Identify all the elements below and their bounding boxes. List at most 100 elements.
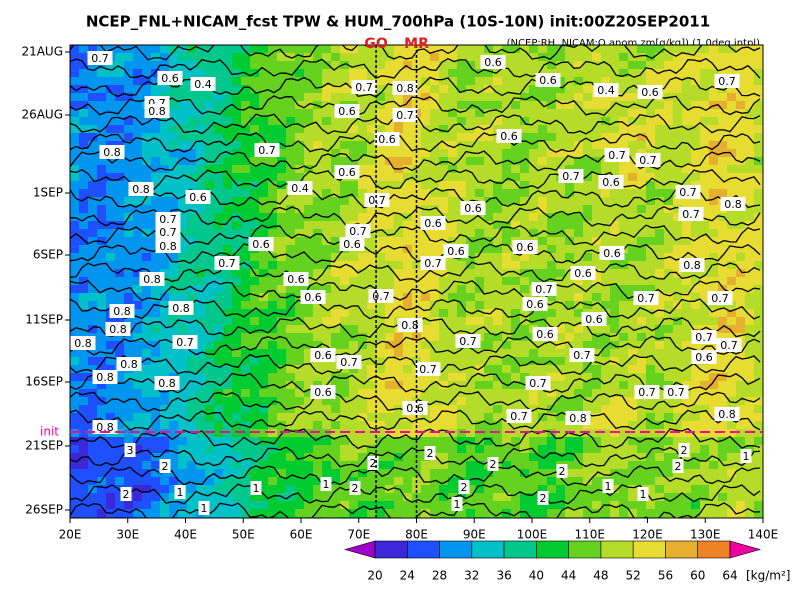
field-cell xyxy=(259,109,268,117)
field-cell xyxy=(187,357,196,365)
field-cell xyxy=(601,261,610,269)
field-cell xyxy=(466,245,475,253)
field-cell xyxy=(160,285,169,293)
field-cell xyxy=(106,341,115,349)
field-cell xyxy=(538,197,547,205)
field-cell xyxy=(700,221,709,229)
field-cell xyxy=(178,229,187,237)
contour-label: 2 xyxy=(370,457,377,470)
field-cell xyxy=(736,253,745,261)
field-cell xyxy=(673,437,682,445)
field-cell xyxy=(196,101,205,109)
field-cell xyxy=(466,229,475,237)
field-cell xyxy=(601,125,610,133)
field-cell xyxy=(583,493,592,501)
field-cell xyxy=(529,221,538,229)
field-cell xyxy=(196,485,205,493)
field-cell xyxy=(223,349,232,357)
field-cell xyxy=(601,325,610,333)
field-cell xyxy=(412,165,421,173)
field-cell xyxy=(538,357,547,365)
field-cell xyxy=(313,253,322,261)
field-cell xyxy=(394,205,403,213)
field-cell xyxy=(97,493,106,501)
field-cell xyxy=(502,101,511,109)
field-cell xyxy=(736,53,745,61)
field-cell xyxy=(646,181,655,189)
field-cell xyxy=(394,301,403,309)
field-cell xyxy=(736,125,745,133)
field-cell xyxy=(538,205,547,213)
colorbar-box xyxy=(536,540,569,559)
field-cell xyxy=(691,373,700,381)
field-cell xyxy=(709,45,718,53)
field-cell xyxy=(691,101,700,109)
field-cell xyxy=(196,213,205,221)
field-cell xyxy=(439,85,448,93)
contour-label: 0.6 xyxy=(314,349,332,362)
field-cell xyxy=(583,69,592,77)
field-cell xyxy=(331,133,340,141)
field-cell xyxy=(619,45,628,53)
field-cell xyxy=(628,53,637,61)
colorbar-label: 36 xyxy=(496,569,511,583)
field-cell xyxy=(619,453,628,461)
field-cell xyxy=(241,469,250,477)
field-cell xyxy=(313,181,322,189)
field-cell xyxy=(646,269,655,277)
field-cell xyxy=(322,277,331,285)
field-cell xyxy=(682,117,691,125)
field-cell xyxy=(88,69,97,77)
field-cell xyxy=(646,485,655,493)
field-cell xyxy=(187,165,196,173)
field-cell xyxy=(115,285,124,293)
field-cell xyxy=(394,421,403,429)
field-cell xyxy=(115,269,124,277)
field-cell xyxy=(205,245,214,253)
field-cell xyxy=(124,285,133,293)
field-cell xyxy=(754,421,763,429)
field-cell xyxy=(376,301,385,309)
field-cell xyxy=(250,93,259,101)
field-cell xyxy=(223,189,232,197)
field-cell xyxy=(277,301,286,309)
field-cell xyxy=(709,245,718,253)
field-cell xyxy=(151,261,160,269)
y-tick-label: 26SEP xyxy=(25,503,63,517)
field-cell xyxy=(205,69,214,77)
field-cell xyxy=(187,53,196,61)
field-cell xyxy=(430,469,439,477)
field-cell xyxy=(565,77,574,85)
contour-label: 0.7 xyxy=(340,356,358,369)
field-cell xyxy=(745,93,754,101)
field-cell xyxy=(421,421,430,429)
field-cell xyxy=(178,149,187,157)
field-cell xyxy=(331,213,340,221)
field-cell xyxy=(520,445,529,453)
field-cell xyxy=(421,461,430,469)
field-cell xyxy=(565,285,574,293)
field-cell xyxy=(457,509,466,517)
field-cell xyxy=(466,405,475,413)
field-cell xyxy=(547,453,556,461)
field-cell xyxy=(430,293,439,301)
field-cell xyxy=(547,445,556,453)
field-cell xyxy=(133,445,142,453)
field-cell xyxy=(520,461,529,469)
field-cell xyxy=(655,493,664,501)
field-cell xyxy=(664,69,673,77)
field-cell xyxy=(169,485,178,493)
field-cell xyxy=(223,493,232,501)
contour-label: 0.7 xyxy=(637,292,655,305)
field-cell xyxy=(241,109,250,117)
field-cell xyxy=(673,261,682,269)
field-cell xyxy=(736,173,745,181)
field-cell xyxy=(673,397,682,405)
field-cell xyxy=(556,501,565,509)
field-cell xyxy=(520,373,529,381)
field-cell xyxy=(673,277,682,285)
field-cell xyxy=(565,381,574,389)
field-cell xyxy=(727,85,736,93)
field-cell xyxy=(637,229,646,237)
field-cell xyxy=(340,181,349,189)
